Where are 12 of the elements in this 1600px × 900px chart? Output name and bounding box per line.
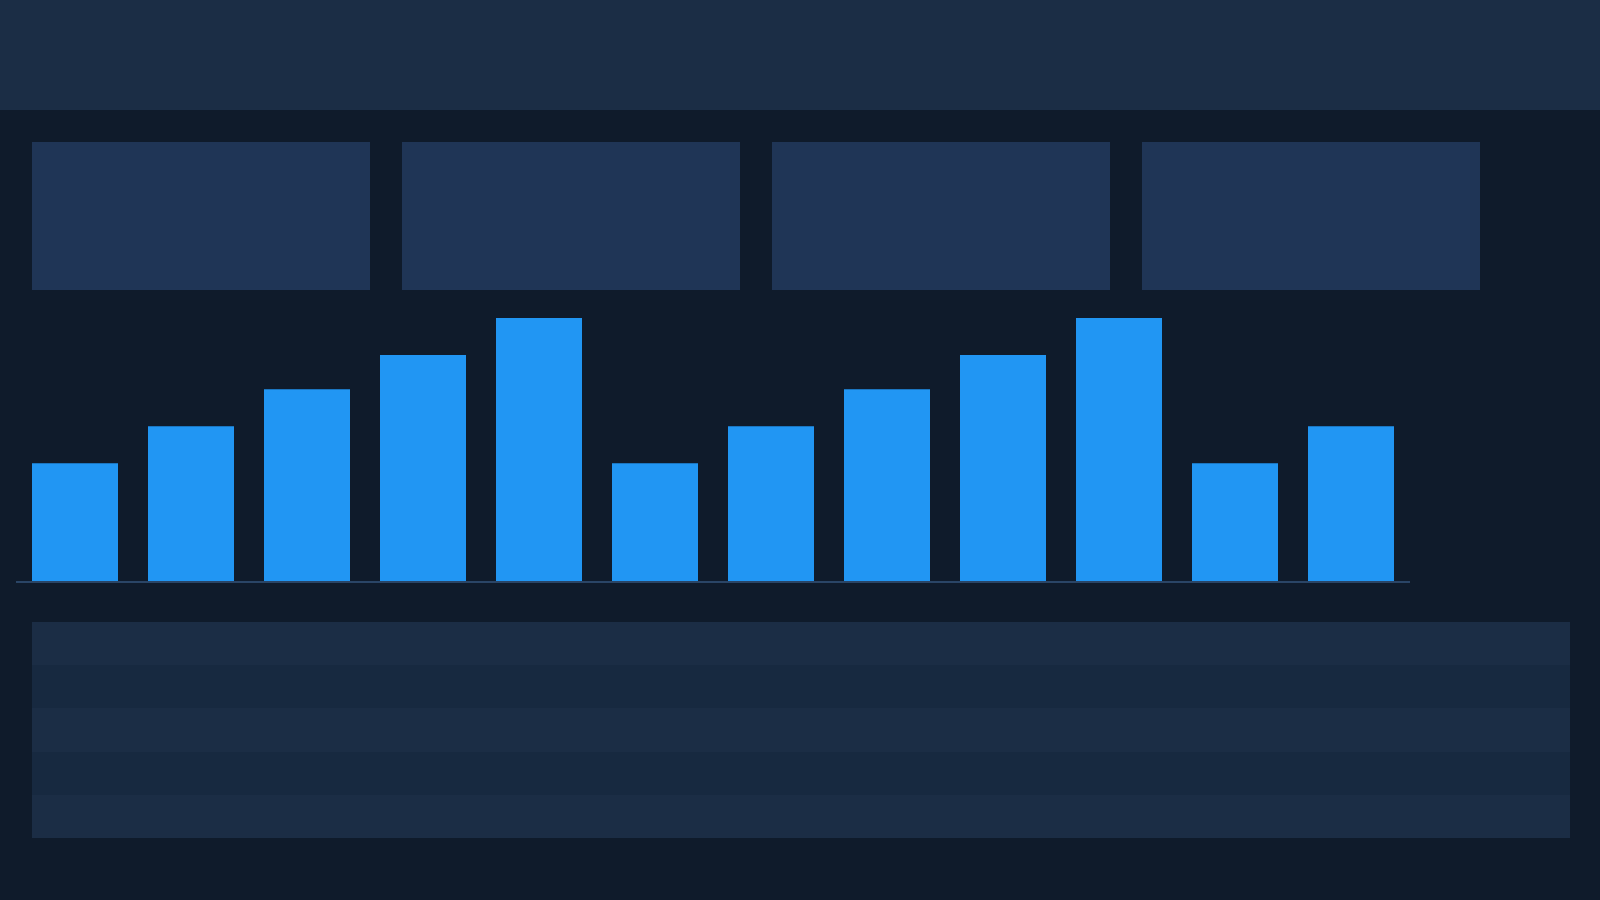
bar xyxy=(612,463,698,582)
bar xyxy=(148,426,234,582)
bar xyxy=(1308,426,1394,582)
bar xyxy=(496,318,582,582)
bar xyxy=(380,354,466,582)
bar xyxy=(960,354,1046,582)
bar xyxy=(1076,318,1162,582)
bar xyxy=(1192,463,1278,582)
bar xyxy=(32,463,118,582)
bar xyxy=(844,389,930,582)
bar xyxy=(264,389,350,582)
bar xyxy=(728,426,814,582)
